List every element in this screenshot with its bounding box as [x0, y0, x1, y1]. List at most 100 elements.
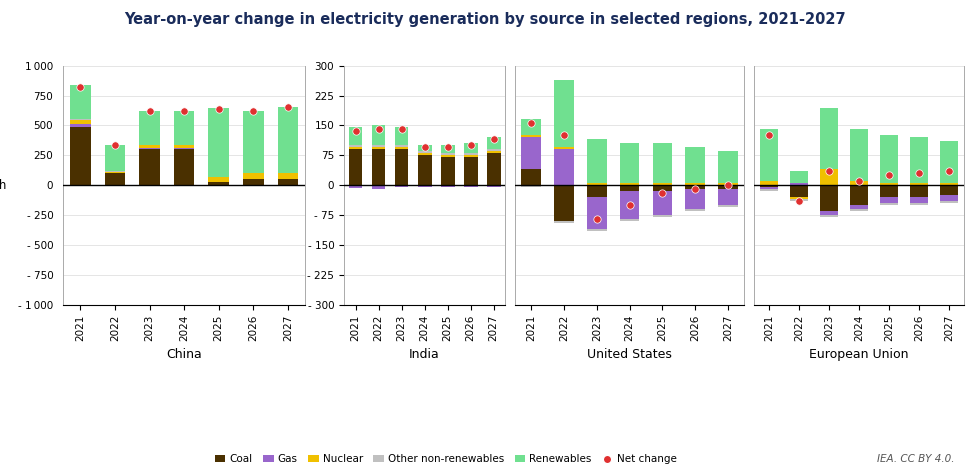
Bar — [620, 185, 640, 191]
Bar — [850, 185, 868, 205]
Bar — [620, 144, 640, 183]
Text: IEA. CC BY 4.0.: IEA. CC BY 4.0. — [877, 454, 954, 464]
Bar — [140, 150, 160, 185]
Point — [942, 167, 957, 175]
Bar — [790, 183, 808, 185]
Bar — [394, 150, 409, 185]
Bar — [173, 111, 195, 145]
Bar — [486, 150, 501, 151]
Point — [393, 126, 409, 133]
Point — [882, 172, 897, 179]
Point — [822, 167, 837, 175]
X-axis label: United States: United States — [587, 348, 672, 361]
Point — [523, 120, 539, 127]
Bar — [140, 145, 160, 148]
Y-axis label: TWh: TWh — [0, 179, 6, 192]
Point — [912, 170, 927, 177]
Bar — [486, 137, 501, 150]
Bar — [554, 80, 574, 147]
Bar — [349, 185, 362, 189]
Bar — [441, 155, 454, 158]
Point — [280, 103, 296, 111]
Bar — [140, 148, 160, 150]
Bar — [277, 179, 298, 185]
Bar — [554, 150, 574, 185]
Bar — [372, 126, 386, 145]
Bar — [554, 147, 574, 150]
Point — [792, 197, 807, 205]
Point — [720, 182, 735, 189]
Bar — [208, 177, 229, 182]
Point — [440, 144, 455, 151]
Bar — [140, 111, 160, 145]
Bar — [940, 185, 958, 195]
Legend: Coal, Gas, Nuclear, Other non-renewables, Renewables, Net change: Coal, Gas, Nuclear, Other non-renewables… — [211, 450, 680, 469]
Bar — [718, 185, 737, 189]
Bar — [760, 129, 778, 182]
Bar — [173, 148, 195, 150]
Bar — [464, 155, 478, 158]
Bar — [243, 111, 264, 173]
Bar — [394, 145, 409, 147]
Bar — [652, 191, 672, 215]
Bar — [652, 144, 672, 183]
Bar — [554, 185, 574, 221]
Bar — [70, 127, 91, 185]
Bar — [521, 169, 541, 185]
Bar — [940, 201, 958, 203]
Bar — [790, 199, 808, 201]
Point — [762, 132, 777, 139]
X-axis label: China: China — [167, 348, 202, 361]
Bar — [620, 183, 640, 185]
Bar — [70, 120, 91, 124]
Bar — [208, 182, 229, 185]
Bar — [418, 155, 431, 185]
Point — [486, 136, 502, 143]
Bar — [418, 185, 431, 187]
Bar — [760, 182, 778, 185]
Bar — [349, 128, 362, 145]
Bar — [587, 185, 607, 197]
Point — [73, 83, 88, 91]
Bar — [243, 174, 264, 179]
Point — [108, 141, 123, 148]
Bar — [173, 150, 195, 185]
Bar — [349, 145, 362, 147]
Bar — [685, 185, 705, 189]
Point — [211, 105, 227, 113]
Bar — [820, 107, 838, 169]
Bar — [940, 195, 958, 201]
Bar — [940, 183, 958, 185]
X-axis label: European Union: European Union — [809, 348, 909, 361]
Bar — [464, 144, 478, 153]
Bar — [790, 185, 808, 197]
Bar — [372, 147, 386, 150]
Point — [852, 178, 867, 185]
Bar — [372, 145, 386, 147]
Bar — [587, 229, 607, 231]
Bar — [173, 145, 195, 148]
Point — [589, 215, 605, 223]
Bar — [718, 205, 737, 207]
Bar — [910, 137, 928, 183]
Bar — [70, 85, 91, 120]
Bar — [850, 205, 868, 209]
Bar — [820, 215, 838, 217]
Bar — [243, 179, 264, 185]
Bar — [910, 183, 928, 185]
Bar — [587, 197, 607, 229]
Bar — [760, 185, 778, 187]
Bar — [521, 120, 541, 136]
Bar — [880, 136, 898, 183]
Bar — [850, 209, 868, 211]
Bar — [850, 129, 868, 182]
Bar — [441, 185, 454, 187]
Bar — [718, 189, 737, 205]
Bar — [718, 151, 737, 183]
Point — [417, 144, 432, 151]
Point — [655, 189, 671, 197]
Bar — [620, 219, 640, 221]
Bar — [349, 150, 362, 185]
Bar — [70, 124, 91, 127]
Bar — [880, 197, 898, 203]
